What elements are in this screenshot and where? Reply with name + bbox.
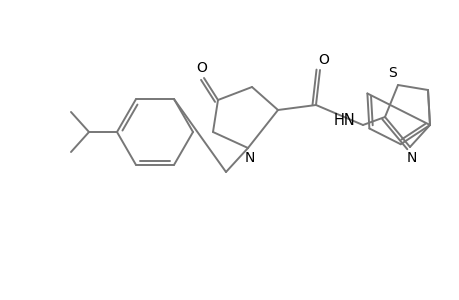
- Text: HN: HN: [333, 112, 355, 128]
- Text: N: N: [244, 151, 255, 165]
- Text: N: N: [406, 151, 416, 165]
- Text: O: O: [196, 61, 207, 75]
- Text: O: O: [318, 53, 329, 67]
- Text: S: S: [388, 66, 397, 80]
